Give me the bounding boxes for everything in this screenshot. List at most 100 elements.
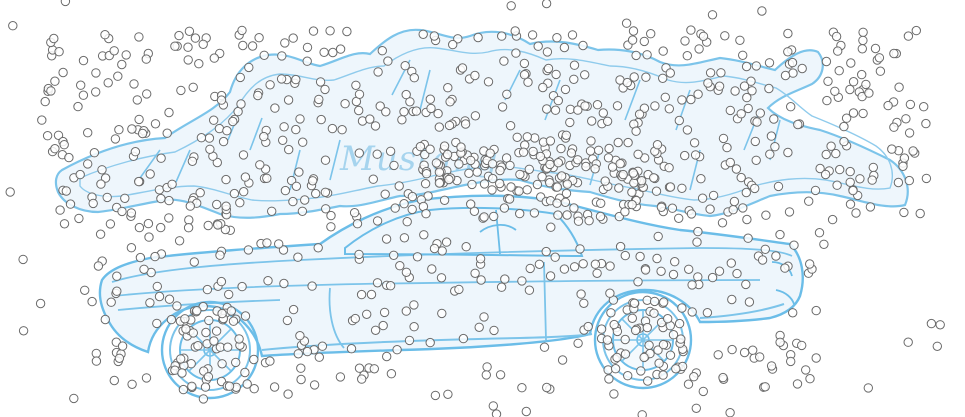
dot [761,210,771,220]
dot [505,160,515,171]
dot [512,132,522,143]
dot [620,349,631,359]
dot [139,264,149,274]
dot [557,355,568,365]
dot [615,241,626,252]
dot [439,141,450,151]
dot [848,185,858,196]
dot [481,370,491,380]
dot [433,108,443,119]
dot [889,48,899,59]
dot [630,325,641,336]
dot [427,264,437,274]
dot [581,161,591,172]
dot [461,242,471,252]
dot [736,172,746,183]
dot [848,77,859,87]
dot [602,116,613,127]
dot [259,50,269,60]
dot [864,88,874,98]
dot [693,89,703,99]
dot [605,288,615,298]
dot [238,40,248,51]
dot [91,348,102,359]
dot [386,369,397,379]
dot [397,115,407,125]
dot [748,345,758,355]
scattered-dots [5,0,945,417]
dot [766,361,777,371]
dot [627,187,637,197]
dot [826,141,836,151]
dot [915,208,925,219]
dot [707,272,718,283]
dot [321,204,331,214]
dot [755,352,765,362]
dot [694,44,704,54]
dot [687,307,697,317]
dot [390,203,400,213]
dot [485,148,495,158]
dot [421,209,431,219]
dot [96,179,106,189]
dot [504,194,515,204]
dot [470,268,480,278]
dot [545,271,556,281]
dot [240,311,251,321]
dot [389,160,399,171]
dot [893,177,904,188]
dot [183,42,193,52]
dot [656,266,666,276]
dot [320,187,331,198]
dot [534,259,545,269]
dot [401,267,412,277]
dot [354,363,365,373]
dot [373,67,383,77]
dot [845,166,855,177]
dot [228,316,239,326]
dot [658,339,669,350]
dot [908,146,918,156]
dot [291,124,301,135]
dot [454,159,464,169]
dot [674,115,684,126]
dot [368,174,378,184]
dot [668,269,679,280]
dot [212,199,222,210]
dot [404,335,415,346]
dot [399,233,410,243]
dot [479,212,489,222]
dot [443,389,453,399]
dot [150,119,161,129]
dot [921,118,931,129]
dot [714,81,725,91]
dot [835,164,845,175]
dot [354,105,364,116]
dot [188,328,199,338]
dot [183,55,193,65]
dot [295,331,305,341]
dot [664,163,674,173]
dot [851,208,861,218]
dot [765,149,775,159]
dot [584,216,594,226]
dot [623,371,633,381]
dot [552,182,562,192]
dot [291,181,302,192]
dot [120,193,130,204]
dot [54,47,64,57]
dot [529,208,540,218]
dot [603,153,614,163]
dot [731,164,742,174]
dot [623,137,633,148]
dot [903,337,913,347]
dot [620,250,630,261]
dot [739,81,750,91]
dot [535,151,546,162]
dot [212,157,223,168]
dot [174,236,185,246]
dot [316,114,326,125]
dot [811,353,821,363]
dot [863,383,873,393]
dot [156,153,166,163]
